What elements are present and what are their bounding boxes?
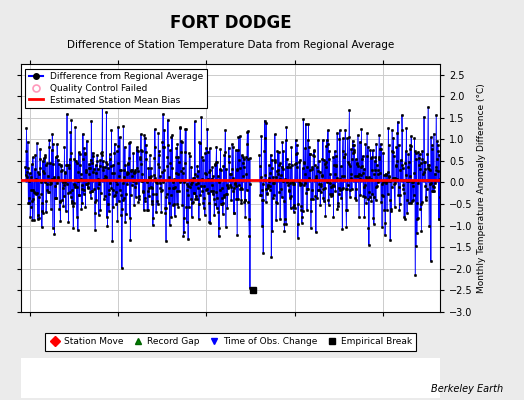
Text: Berkeley Earth: Berkeley Earth	[431, 384, 503, 394]
Legend: Station Move, Record Gap, Time of Obs. Change, Empirical Break: Station Move, Record Gap, Time of Obs. C…	[45, 333, 416, 351]
Y-axis label: Monthly Temperature Anomaly Difference (°C): Monthly Temperature Anomaly Difference (…	[477, 83, 486, 293]
Legend: Difference from Regional Average, Quality Control Failed, Estimated Station Mean: Difference from Regional Average, Qualit…	[26, 68, 206, 108]
Text: Difference of Station Temperature Data from Regional Average: Difference of Station Temperature Data f…	[67, 40, 394, 50]
Text: FORT DODGE: FORT DODGE	[170, 14, 291, 32]
